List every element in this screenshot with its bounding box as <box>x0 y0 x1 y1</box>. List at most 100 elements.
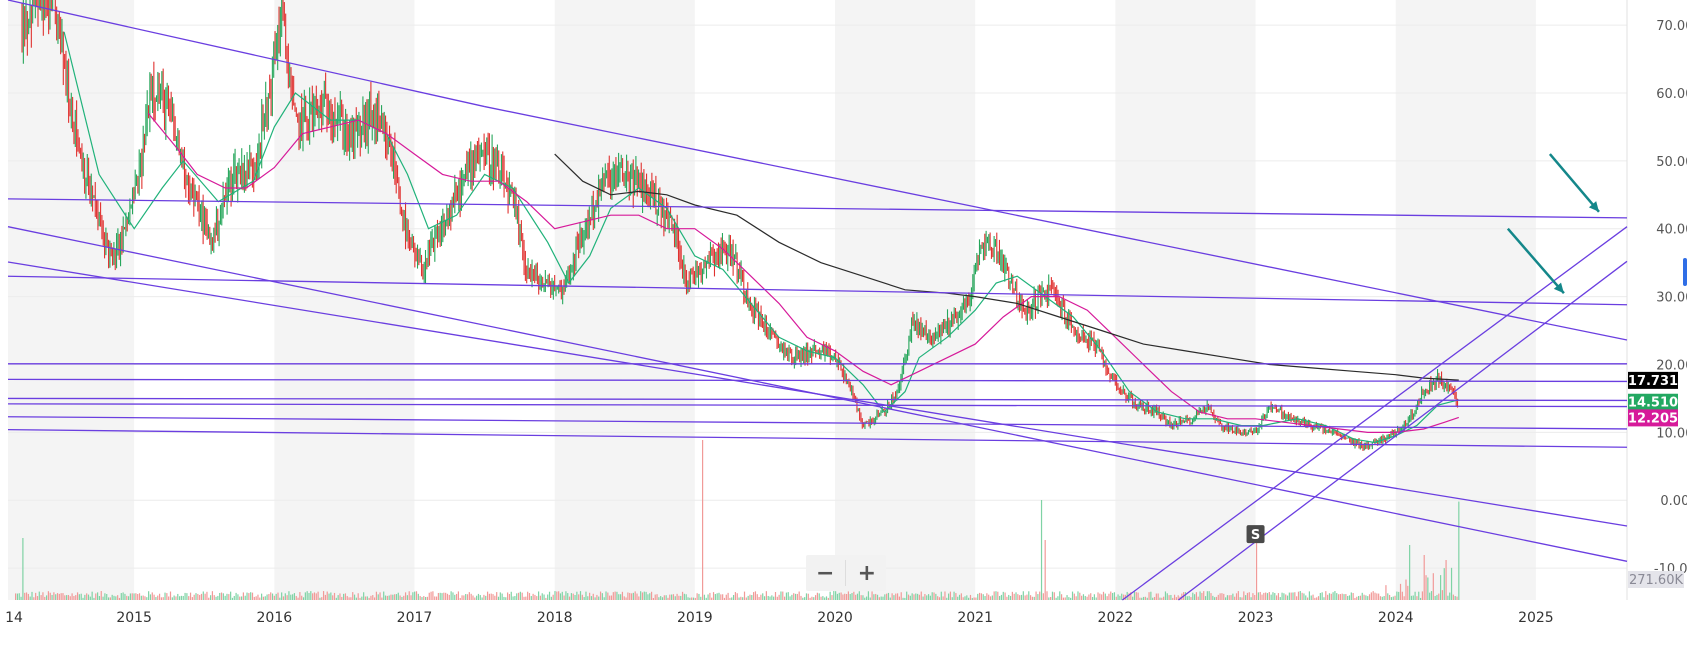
volume-bar <box>1157 593 1159 600</box>
volume-bar <box>1378 593 1380 600</box>
volume-bar <box>1266 593 1269 600</box>
volume-bar <box>1423 555 1425 600</box>
volume-bar <box>1414 591 1416 600</box>
volume-bar <box>701 440 704 600</box>
volume-bar <box>1159 597 1161 600</box>
volume-bar <box>594 597 596 600</box>
volume-bar <box>1137 592 1139 600</box>
volume-bar <box>1226 595 1229 600</box>
volume-bar <box>742 597 744 600</box>
volume-bar <box>824 597 826 600</box>
volume-bar <box>1168 595 1170 600</box>
volume-bar <box>1110 591 1112 600</box>
volume-bar <box>667 597 669 600</box>
volume-bar <box>142 595 144 600</box>
volume-bar <box>118 597 121 600</box>
volume-bar <box>567 593 569 600</box>
volume-bar <box>589 592 591 600</box>
volume-bar <box>880 596 882 600</box>
volume-bar <box>1050 596 1052 600</box>
volume-bar <box>1294 592 1296 600</box>
zoom-in-button[interactable]: + <box>857 560 877 586</box>
volume-bar <box>492 594 494 600</box>
volume-bar <box>38 591 40 600</box>
volume-bar <box>838 592 840 600</box>
volume-bar <box>1228 595 1230 600</box>
volume-bar <box>137 594 139 600</box>
volume-bars <box>15 440 1460 600</box>
volume-bar <box>707 594 709 600</box>
volume-bar <box>829 591 831 600</box>
price-label-box <box>1628 393 1678 411</box>
volume-bar <box>1177 595 1179 600</box>
volume-bar <box>1337 594 1340 600</box>
trendline <box>7 378 1628 383</box>
volume-bar <box>299 592 301 600</box>
volume-bar <box>1232 593 1234 600</box>
volume-bar <box>978 592 981 600</box>
volume-bar <box>1409 545 1411 600</box>
volume-bar <box>1245 595 1247 600</box>
volume-bar <box>955 593 957 600</box>
volume-bar <box>1070 597 1072 600</box>
volume-bar <box>929 595 931 600</box>
volume-bar <box>507 592 509 600</box>
scale-handle[interactable] <box>1683 258 1687 286</box>
volume-bar <box>563 595 565 600</box>
volume-bar <box>1270 594 1272 600</box>
volume-bar <box>211 591 214 600</box>
volume-bar <box>909 595 911 600</box>
volume-bar <box>157 595 159 600</box>
volume-bar <box>375 591 378 600</box>
volume-bar <box>986 593 988 600</box>
volume-bar <box>570 593 572 600</box>
volume-bar <box>678 595 680 600</box>
volume-bar <box>97 592 99 600</box>
volume-bar <box>643 591 645 600</box>
volume-bar <box>896 593 899 600</box>
volume-bar <box>800 595 802 600</box>
year-band <box>1395 0 1536 600</box>
price-label: 12.205 <box>1628 411 1678 426</box>
volume-bar <box>1035 591 1037 600</box>
volume-bar <box>698 593 700 600</box>
volume-bar <box>650 591 653 600</box>
volume-bar <box>219 592 221 600</box>
volume-bar <box>1015 592 1017 600</box>
volume-bar <box>1190 597 1192 600</box>
volume-bar <box>980 593 983 600</box>
volume-bar <box>632 592 634 600</box>
volume-bar <box>703 594 706 600</box>
zoom-out-button[interactable]: − <box>815 560 835 586</box>
volume-bar <box>434 596 436 600</box>
volume-bar <box>1084 595 1086 600</box>
volume-bar <box>661 597 664 600</box>
volume-bar <box>627 592 629 600</box>
volume-bar <box>301 595 303 600</box>
volume-bar <box>873 594 875 600</box>
volume-bar <box>809 597 811 600</box>
volume-bar <box>1312 594 1314 600</box>
volume-bar <box>716 593 718 600</box>
volume-bar <box>291 594 294 600</box>
volume-bar <box>902 597 904 600</box>
volume-bar <box>944 591 946 600</box>
volume-bar <box>1405 579 1407 600</box>
volume-bar <box>592 593 594 600</box>
volume-bar <box>516 593 518 600</box>
volume-bar <box>406 595 408 600</box>
annotation-arrow <box>1506 227 1565 295</box>
volume-bar <box>164 592 166 600</box>
volume-bar <box>1117 594 1119 600</box>
volume-bar <box>27 593 29 600</box>
volume-bar <box>891 593 893 600</box>
volume-bar <box>1276 595 1278 600</box>
volume-bar <box>240 596 243 600</box>
volume-bar <box>530 596 532 600</box>
volume-bar <box>158 593 161 600</box>
volume-bar <box>1206 591 1208 600</box>
volume-bar <box>773 596 775 600</box>
volume-bar <box>729 597 731 600</box>
